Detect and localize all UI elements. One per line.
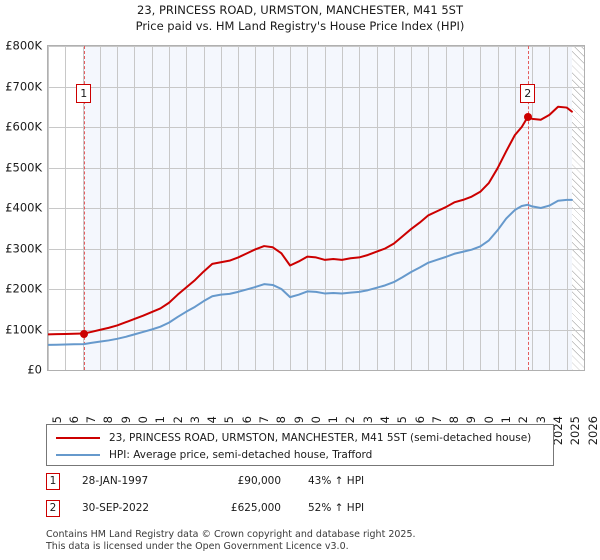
gridline-horizontal [48, 248, 584, 250]
page-title: 23, PRINCESS ROAD, URMSTON, MANCHESTER, … [0, 2, 600, 34]
sale-price-1: £90,000 [237, 475, 281, 487]
gridline-horizontal [48, 46, 584, 47]
y-axis-labels: £0 £100K £200K £300K £400K £500K £600K £700K £80… [0, 40, 45, 375]
y-axis-tick-label: £300K [5, 240, 42, 255]
y-axis-tick-label: £700K [5, 78, 42, 93]
sale-hpi-delta-1: 43% ↑ HPI [308, 475, 365, 487]
legend-label-hpi: HPI: Average price, semi-detached house,… [109, 448, 373, 461]
sale-badge-1: 1 [46, 473, 60, 490]
event-dot-1[interactable] [79, 329, 88, 338]
event-line-1 [83, 46, 85, 370]
sale-badge-2: 2 [46, 500, 60, 517]
chart-legend: 23, PRINCESS ROAD, URMSTON, MANCHESTER, … [46, 424, 554, 466]
event-badge-2[interactable]: 2 [520, 84, 536, 103]
sale-hpi-delta-2: 52% ↑ HPI [308, 502, 365, 514]
series-layer [48, 105, 573, 346]
gridline-horizontal [48, 208, 584, 209]
title-line-1: 23, PRINCESS ROAD, URMSTON, MANCHESTER, … [137, 3, 463, 17]
plot-inner [48, 46, 584, 370]
gridline-horizontal [48, 329, 584, 331]
x-axis-tick-label: 2025 [568, 416, 583, 446]
series-line-price-paid [48, 105, 573, 336]
table-row[interactable]: 1 28-JAN-1997 £90,000 43% ↑ HPI [46, 472, 446, 499]
gridline-horizontal [48, 167, 584, 169]
y-axis-tick-label: £400K [5, 200, 42, 215]
event-dot-2[interactable] [523, 112, 532, 121]
title-line-2: Price paid vs. HM Land Registry's House … [135, 19, 465, 33]
x-axis-tick-label: 2026 [585, 416, 600, 446]
sale-date-2: 30-SEP-2022 [82, 502, 150, 514]
y-axis-tick-label: £0 [27, 362, 42, 377]
gridline-horizontal [48, 86, 584, 88]
event-badge-1[interactable]: 1 [76, 84, 92, 103]
legend-label-price-paid: 23, PRINCESS ROAD, URMSTON, MANCHESTER, … [109, 431, 532, 444]
sale-price-2: £625,000 [230, 502, 281, 514]
legend-swatch-hpi [56, 453, 100, 456]
footer-line-1: Contains HM Land Registry data © Crown c… [46, 529, 416, 540]
table-row[interactable]: 2 30-SEP-2022 £625,000 52% ↑ HPI [46, 499, 446, 526]
footer-line-2: This data is licensed under the Open Gov… [46, 540, 349, 552]
series-line-hpi [48, 198, 573, 346]
gridline-horizontal [48, 127, 584, 128]
y-axis-tick-label: £500K [5, 159, 42, 174]
sales-table: 1 28-JAN-1997 £90,000 43% ↑ HPI 2 30-SEP… [46, 472, 446, 526]
legend-swatch-price-paid [56, 436, 100, 439]
x-axis-tick-label: 2024 [550, 416, 565, 446]
legend-item-hpi: HPI: Average price, semi-detached house,… [47, 446, 553, 463]
y-axis-tick-label: £600K [5, 119, 42, 134]
sale-date-1: 28-JAN-1997 [82, 475, 149, 487]
y-axis-tick-label: £200K [5, 281, 42, 296]
x-axis-labels: 1995199619971998199920002001200220032004… [47, 372, 600, 445]
y-axis-tick-label: £800K [5, 38, 42, 53]
legend-item-price-paid: 23, PRINCESS ROAD, URMSTON, MANCHESTER, … [47, 429, 553, 446]
y-axis-tick-label: £100K [5, 321, 42, 336]
footer-attribution: Contains HM Land Registry data © Crown c… [46, 529, 566, 552]
gridline-horizontal [48, 289, 584, 290]
event-line-2 [527, 46, 529, 370]
